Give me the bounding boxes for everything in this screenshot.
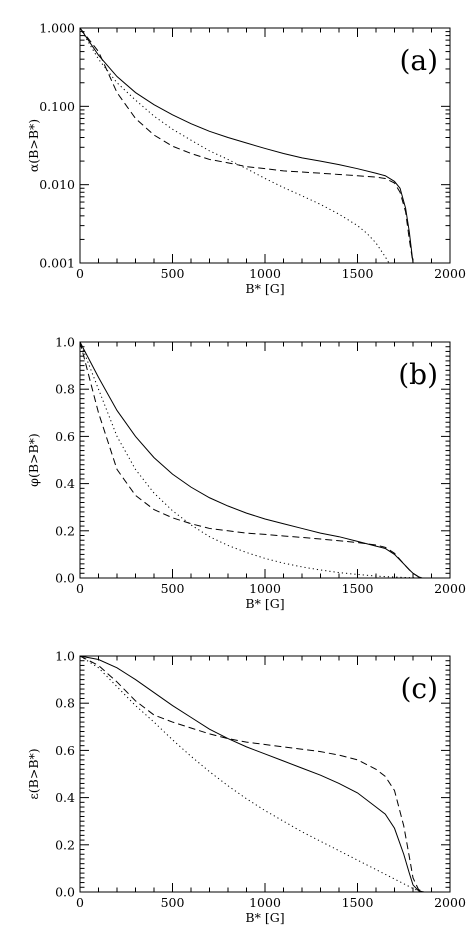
- plot-frame-b: [79, 341, 451, 579]
- x-tick-label: 1500: [342, 581, 374, 596]
- chart-panel-c: 0 500 1000 1500 2000 0.0 0.2 0.4 0.6 0.8 1.0 B* [G]…: [26, 649, 466, 926]
- x-tick-label: 1500: [342, 266, 374, 281]
- y-axis-title: α(B>B*): [26, 119, 41, 172]
- series-line-dashed: [79, 27, 414, 264]
- x-tick-label: 1000: [249, 895, 281, 910]
- panel-label: (a): [399, 44, 438, 77]
- y-tick-label: 0.001: [39, 256, 75, 271]
- x-tick-label: 0: [76, 266, 84, 281]
- y-tick-label: 1.000: [39, 21, 75, 36]
- y-tick-label: 0.2: [55, 523, 75, 538]
- series-line-solid: [79, 27, 414, 264]
- y-axis-title: ε(B>B*): [26, 748, 41, 799]
- x-tick-label: 1500: [342, 895, 374, 910]
- y-tick-label: 0.2: [55, 837, 75, 852]
- chart-panel-b: 0 500 1000 1500 2000 0.0 0.2 0.4 0.6 0.8 1.0 B* [G]…: [26, 335, 466, 612]
- x-tick-label: 0: [76, 895, 84, 910]
- series-line-dotted: [79, 655, 425, 893]
- x-axis-title: B* [G]: [245, 596, 284, 611]
- y-tick-label: 1.0: [55, 335, 75, 350]
- panel-label: (c): [400, 672, 438, 705]
- x-tick-label: 500: [161, 895, 185, 910]
- y-tick-label: 1.0: [55, 649, 75, 664]
- panel-label: (b): [398, 358, 438, 391]
- series-line-dotted: [79, 341, 423, 579]
- y-tick-label: 0.100: [39, 99, 75, 114]
- x-tick-label: 500: [161, 266, 185, 281]
- series-line-solid: [79, 341, 423, 579]
- series-line-dotted: [79, 27, 390, 264]
- series-line-dashed: [79, 341, 423, 579]
- y-axis-title: φ(B>B*): [26, 433, 41, 487]
- x-axis-title: B* [G]: [245, 281, 284, 296]
- y-tick-label: 0.8: [55, 382, 75, 397]
- chart-panel-a: 0 500 1000 1500 2000 0.001 0.010 0.100 1.000 B* […: [26, 21, 466, 297]
- y-tick-label: 0.0: [55, 571, 75, 586]
- plot-frame-c: [79, 655, 451, 893]
- plot-frame-a: [79, 27, 451, 264]
- x-tick-label: 1000: [249, 581, 281, 596]
- series-line-solid: [79, 655, 425, 893]
- y-tick-label: 0.0: [55, 885, 75, 900]
- x-tick-label: 0: [76, 581, 84, 596]
- series-line-dashed: [79, 655, 425, 893]
- x-tick-label: 2000: [434, 895, 466, 910]
- y-tick-label: 0.8: [55, 696, 75, 711]
- y-tick-label: 0.4: [55, 790, 75, 805]
- x-axis-title: B* [G]: [245, 910, 284, 925]
- y-tick-label: 0.010: [39, 177, 75, 192]
- x-tick-label: 1000: [249, 266, 281, 281]
- y-tick-label: 0.6: [55, 429, 75, 444]
- x-tick-label: 500: [161, 581, 185, 596]
- y-tick-label: 0.4: [55, 476, 75, 491]
- x-tick-label: 2000: [434, 581, 466, 596]
- x-tick-label: 2000: [434, 266, 466, 281]
- y-tick-label: 0.6: [55, 743, 75, 758]
